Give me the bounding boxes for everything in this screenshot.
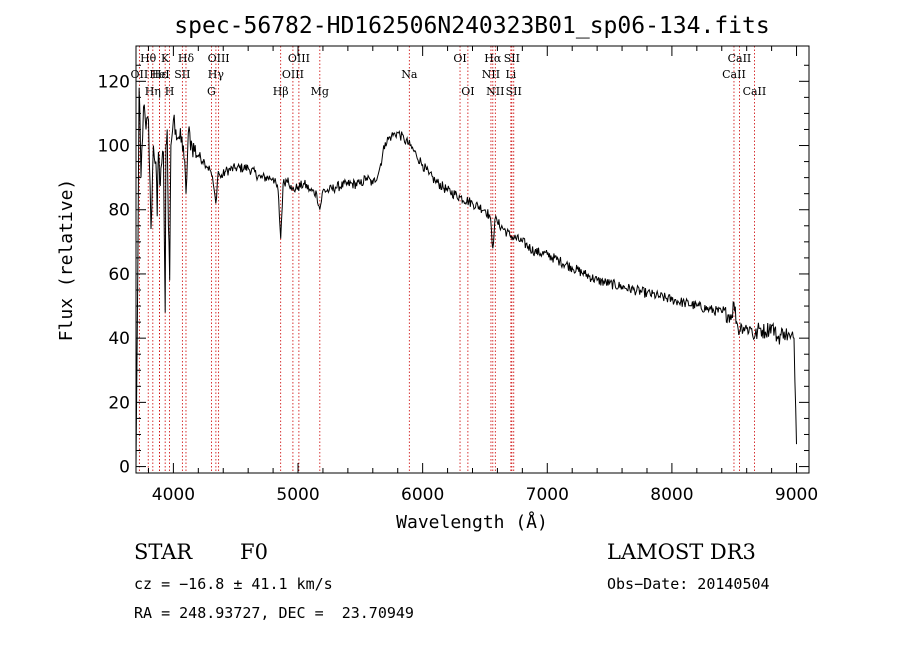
spectrum-chart: spec-56782-HD162506N240323B01_sp06-134.f… [56, 13, 818, 533]
line-label-7: SII [174, 68, 190, 81]
line-label-15: Mg [311, 85, 329, 98]
x-tick-label-4000: 4000 [152, 485, 195, 505]
y-tick-label-100: 100 [98, 137, 130, 157]
line-label-16: Na [401, 68, 418, 81]
observation-date: Obs−Date: 20140504 [607, 575, 770, 593]
line-label-23: Li [505, 68, 516, 81]
y-tick-label-60: 60 [108, 265, 130, 285]
line-label-4: HeI [149, 68, 169, 81]
spectrum-series [135, 87, 797, 467]
object-subclass: F0 [240, 540, 268, 564]
y-axis-label: Flux (relative) [56, 179, 77, 342]
line-label-22: SII [504, 52, 520, 65]
redshift-readout: cz = −16.8 ± 41.1 km/s [134, 575, 333, 593]
line-label-3: Hε [152, 68, 168, 81]
object-class: STAR [134, 540, 193, 564]
y-tick-label-40: 40 [108, 329, 130, 349]
y-tick-label-80: 80 [108, 201, 130, 221]
line-label-27: CaII [743, 85, 767, 98]
plot-frame [135, 45, 810, 474]
line-label-1: OII [131, 68, 149, 81]
line-label-2: Hη [145, 85, 161, 98]
line-label-9: OIII [208, 52, 230, 65]
line-label-10: Hγ [208, 68, 225, 81]
line-label-17: OI [453, 52, 466, 65]
line-label-21: NII [486, 85, 504, 98]
coordinates-readout: RA = 248.93727, DEC = 23.70949 [134, 604, 414, 622]
x-axis: 4000 5000 6000 7000 8000 9000 [147, 46, 818, 505]
line-label-11: G [207, 85, 216, 98]
line-label-12: Hβ [273, 85, 289, 98]
y-tick-label-0: 0 [119, 458, 130, 478]
line-label-18: OI [461, 85, 474, 98]
y-tick-label-120: 120 [98, 72, 130, 92]
line-label-14: OIII [288, 52, 310, 65]
x-tick-label-6000: 6000 [401, 485, 444, 505]
survey-name: LAMOST DR3 [607, 540, 756, 564]
x-tick-label-8000: 8000 [650, 485, 693, 505]
spectrum-line [135, 87, 797, 467]
y-tick-label-20: 20 [108, 393, 130, 413]
line-label-25: CaII [728, 52, 752, 65]
line-label-8: Hδ [178, 52, 195, 65]
line-label-0: Hθ [140, 52, 157, 65]
line-label-6: H [165, 85, 175, 98]
line-label-5: K [161, 52, 170, 65]
line-label-13: OIII [282, 68, 304, 81]
x-tick-label-5000: 5000 [276, 485, 319, 505]
line-label-24: SII [506, 85, 522, 98]
x-axis-label: Wavelength (Å) [396, 511, 548, 533]
x-tick-label-7000: 7000 [526, 485, 569, 505]
x-tick-label-9000: 9000 [775, 485, 818, 505]
y-axis: 0 20 40 60 80 100 120 [98, 64, 809, 478]
emission-line-markers [138, 46, 755, 473]
chart-title: spec-56782-HD162506N240323B01_sp06-134.f… [174, 13, 769, 39]
line-label-19: Hα [484, 52, 502, 65]
line-label-20: NII [482, 68, 500, 81]
line-label-26: CaII [722, 68, 746, 81]
